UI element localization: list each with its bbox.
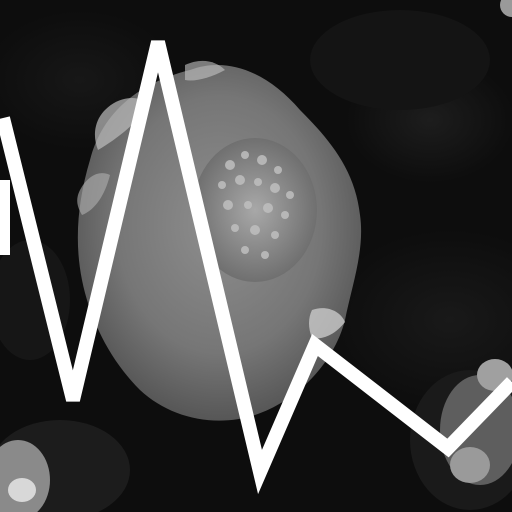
flower-center	[193, 138, 317, 282]
corner-blob-top-right	[500, 0, 512, 17]
side-flower-bottom-left	[0, 440, 50, 512]
flower-stamens	[218, 151, 294, 259]
petal-highlight	[309, 308, 345, 339]
petal-highlight	[185, 60, 225, 81]
zigzag-overlay-line	[0, 40, 512, 495]
left-edge-bar	[0, 180, 10, 255]
flower	[77, 60, 362, 421]
petal-highlight	[77, 173, 110, 215]
